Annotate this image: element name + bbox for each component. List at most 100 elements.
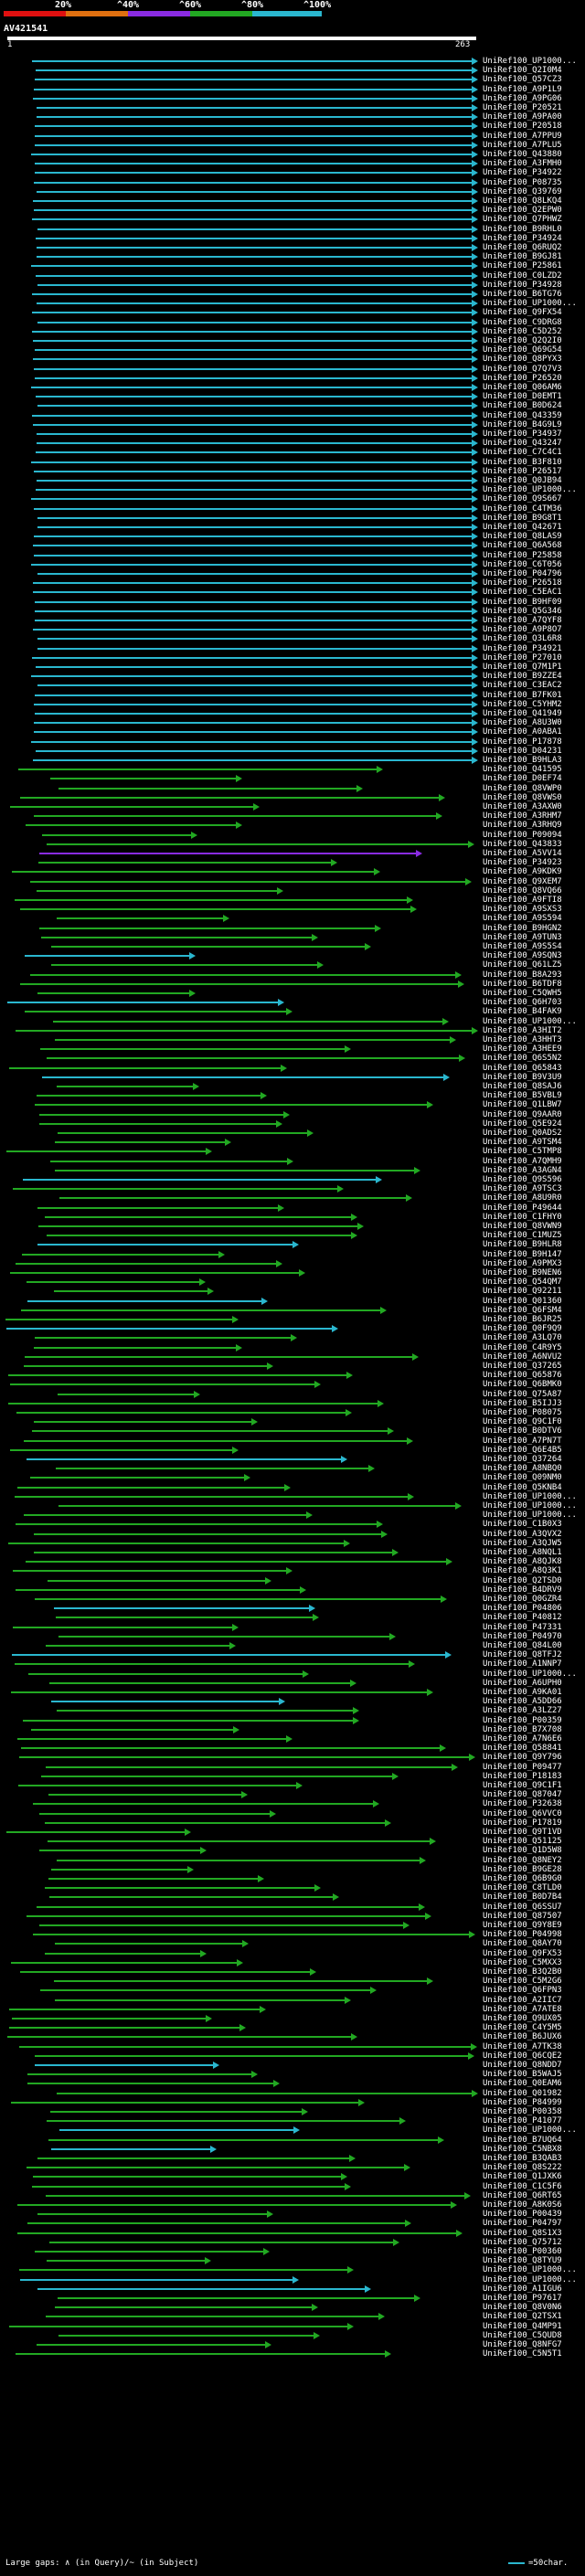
hit-label[interactable]: UniRef100_B0D7B4: [483, 1892, 562, 1902]
hit-bar[interactable]: [9, 2009, 260, 2010]
hit-bar[interactable]: [51, 2148, 210, 2150]
hit-label[interactable]: UniRef100_P27010: [483, 653, 562, 663]
hit-bar[interactable]: [46, 1645, 229, 1647]
hit-bar[interactable]: [42, 834, 191, 836]
hit-bar[interactable]: [50, 778, 236, 779]
hit-bar[interactable]: [49, 1682, 350, 1684]
hit-label[interactable]: UniRef100_B4DRV9: [483, 1585, 562, 1595]
hit-bar[interactable]: [34, 704, 472, 705]
hit-label[interactable]: UniRef100_Q75712: [483, 2238, 562, 2247]
hit-bar[interactable]: [16, 2353, 385, 2355]
hit-label[interactable]: UniRef100_A1IGU6: [483, 2284, 562, 2294]
hit-bar[interactable]: [35, 2251, 263, 2253]
hit-label[interactable]: UniRef100_A9TUN3: [483, 933, 562, 942]
hit-bar[interactable]: [33, 759, 472, 761]
hit-label[interactable]: UniRef100_C5QWH5: [483, 989, 562, 998]
hit-label[interactable]: UniRef100_Q0F9Q9: [483, 1324, 562, 1333]
hit-bar[interactable]: [38, 1225, 357, 1227]
hit-bar[interactable]: [16, 1523, 377, 1525]
hit-label[interactable]: UniRef100_A9PA00: [483, 112, 562, 122]
hit-label[interactable]: UniRef100_P40812: [483, 1613, 562, 1622]
hit-bar[interactable]: [57, 2093, 472, 2094]
hit-label[interactable]: UniRef100_B7X708: [483, 1725, 562, 1734]
hit-bar[interactable]: [58, 1636, 389, 1638]
hit-bar[interactable]: [39, 853, 416, 854]
hit-label[interactable]: UniRef100_Q8SAJ6: [483, 1082, 562, 1091]
hit-bar[interactable]: [37, 890, 277, 892]
hit-label[interactable]: UniRef100_P04998: [483, 1930, 562, 1939]
hit-label[interactable]: UniRef100_Q54QM7: [483, 1277, 562, 1287]
hit-bar[interactable]: [37, 1906, 419, 1908]
hit-label[interactable]: UniRef100_Q6VVC0: [483, 1809, 562, 1818]
hit-label[interactable]: UniRef100_Q8VWP0: [483, 784, 562, 793]
hit-label[interactable]: UniRef100_B9HF09: [483, 598, 562, 607]
hit-label[interactable]: UniRef100_B3F810: [483, 458, 562, 467]
hit-label[interactable]: UniRef100_A7QYF8: [483, 616, 562, 625]
hit-bar[interactable]: [31, 461, 472, 463]
hit-bar[interactable]: [36, 238, 472, 239]
hit-bar[interactable]: [46, 2316, 378, 2317]
hit-label[interactable]: UniRef100_UP1000...: [483, 1670, 577, 1679]
hit-label[interactable]: UniRef100_C9DRG8: [483, 318, 562, 327]
hit-label[interactable]: UniRef100_C7C4C1: [483, 448, 562, 457]
hit-label[interactable]: UniRef100_Q9AAR0: [483, 1110, 562, 1119]
hit-label[interactable]: UniRef100_P00439: [483, 2210, 562, 2219]
hit-bar[interactable]: [16, 1263, 276, 1265]
hit-bar[interactable]: [47, 2120, 399, 2122]
hit-bar[interactable]: [32, 1430, 388, 1432]
hit-bar[interactable]: [42, 1076, 443, 1078]
hit-bar[interactable]: [47, 843, 468, 845]
hit-bar[interactable]: [25, 955, 189, 957]
hit-bar[interactable]: [37, 191, 472, 193]
hit-bar[interactable]: [21, 1309, 380, 1311]
hit-bar[interactable]: [6, 1150, 206, 1152]
hit-bar[interactable]: [35, 163, 472, 164]
hit-label[interactable]: UniRef100_Q69G54: [483, 345, 562, 355]
hit-label[interactable]: UniRef100_P04796: [483, 569, 562, 578]
hit-label[interactable]: UniRef100_Q6FPN3: [483, 1986, 562, 1995]
hit-label[interactable]: UniRef100_Q5KNB4: [483, 1483, 562, 1492]
hit-label[interactable]: UniRef100_C5EAC1: [483, 588, 562, 597]
hit-label[interactable]: UniRef100_Q6S5N2: [483, 1054, 562, 1063]
hit-bar[interactable]: [37, 107, 472, 109]
hit-label[interactable]: UniRef100_A9TSC3: [483, 1184, 562, 1193]
hit-label[interactable]: UniRef100_B9ZZE4: [483, 672, 562, 681]
hit-label[interactable]: UniRef100_Q9Y8E9: [483, 1921, 562, 1930]
hit-label[interactable]: UniRef100_B9GJ81: [483, 252, 562, 261]
hit-bar[interactable]: [34, 535, 472, 537]
hit-label[interactable]: UniRef100_Q01982: [483, 2089, 562, 2098]
hit-label[interactable]: UniRef100_P00358: [483, 2107, 562, 2116]
hit-label[interactable]: UniRef100_Q87047: [483, 1790, 562, 1799]
hit-label[interactable]: UniRef100_Q1JXK6: [483, 2172, 562, 2181]
hit-bar[interactable]: [34, 209, 472, 211]
hit-label[interactable]: UniRef100_A3AXW0: [483, 802, 562, 811]
hit-bar[interactable]: [34, 182, 472, 184]
hit-label[interactable]: UniRef100_C3EAC2: [483, 681, 562, 690]
hit-label[interactable]: UniRef100_B9RHL0: [483, 225, 562, 234]
hit-bar[interactable]: [48, 1878, 258, 1880]
hit-bar[interactable]: [55, 1141, 225, 1143]
hit-bar[interactable]: [36, 69, 472, 71]
hit-label[interactable]: UniRef100_P25858: [483, 551, 562, 560]
hit-label[interactable]: UniRef100_UP1000...: [483, 299, 577, 308]
hit-bar[interactable]: [35, 2055, 468, 2057]
hit-label[interactable]: UniRef100_A3RHM7: [483, 811, 562, 821]
hit-label[interactable]: UniRef100_Q6CQE2: [483, 2051, 562, 2061]
hit-label[interactable]: UniRef100_A9FTI8: [483, 896, 562, 905]
hit-label[interactable]: UniRef100_Q2EPW0: [483, 206, 562, 215]
hit-label[interactable]: UniRef100_Q37265: [483, 1362, 562, 1371]
hit-label[interactable]: UniRef100_A5DD66: [483, 1697, 562, 1706]
hit-bar[interactable]: [31, 154, 472, 155]
hit-label[interactable]: UniRef100_Q6B9G0: [483, 1874, 562, 1883]
hit-bar[interactable]: [12, 1654, 445, 1656]
hit-bar[interactable]: [27, 1915, 425, 1917]
hit-bar[interactable]: [13, 1627, 232, 1628]
hit-label[interactable]: UniRef100_Q43247: [483, 439, 562, 448]
hit-bar[interactable]: [6, 1328, 332, 1330]
hit-bar[interactable]: [34, 1552, 392, 1553]
hit-label[interactable]: UniRef100_Q6H703: [483, 998, 562, 1007]
hit-bar[interactable]: [59, 2129, 293, 2131]
hit-label[interactable]: UniRef100_Q9UX05: [483, 2014, 562, 2023]
hit-bar[interactable]: [33, 1934, 469, 1935]
hit-label[interactable]: UniRef100_Q92211: [483, 1287, 562, 1296]
